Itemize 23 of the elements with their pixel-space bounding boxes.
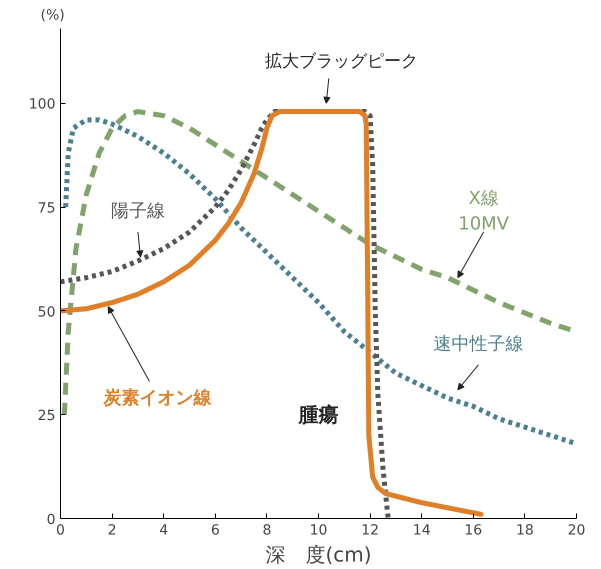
y-tick-label: 50 bbox=[38, 304, 56, 320]
y-tick-label: 100 bbox=[28, 96, 56, 113]
x-tick-label: 18 bbox=[516, 522, 534, 538]
x-tick-label: 14 bbox=[412, 522, 431, 538]
annotation: 腫瘍 bbox=[298, 402, 338, 427]
x-tick-label: 10 bbox=[310, 522, 328, 538]
x-tick-label: 4 bbox=[159, 522, 168, 538]
text: X線 10MV bbox=[458, 188, 510, 234]
text: 炭素イオン線 bbox=[102, 388, 212, 409]
y-axis-title: (%) bbox=[40, 8, 65, 24]
y-tick-label: 0 bbox=[46, 512, 56, 528]
x-tick-label: 8 bbox=[262, 522, 272, 538]
x-tick-label: 12 bbox=[361, 522, 380, 538]
y-tick-label: 75 bbox=[38, 200, 56, 217]
series-label: 速中性子線 bbox=[433, 334, 524, 355]
series-label: 陽子線 bbox=[110, 200, 165, 222]
x-tick-label: 20 bbox=[568, 522, 586, 538]
x-tick-label: 6 bbox=[210, 522, 220, 538]
y-tick-label: 25 bbox=[38, 408, 56, 424]
x-tick-label: 16 bbox=[464, 522, 482, 538]
x-tick-label: 2 bbox=[108, 522, 117, 538]
annotation: 拡大ブラッグピーク bbox=[265, 52, 418, 72]
x-axis-title: 深 度(cm) bbox=[265, 542, 372, 566]
